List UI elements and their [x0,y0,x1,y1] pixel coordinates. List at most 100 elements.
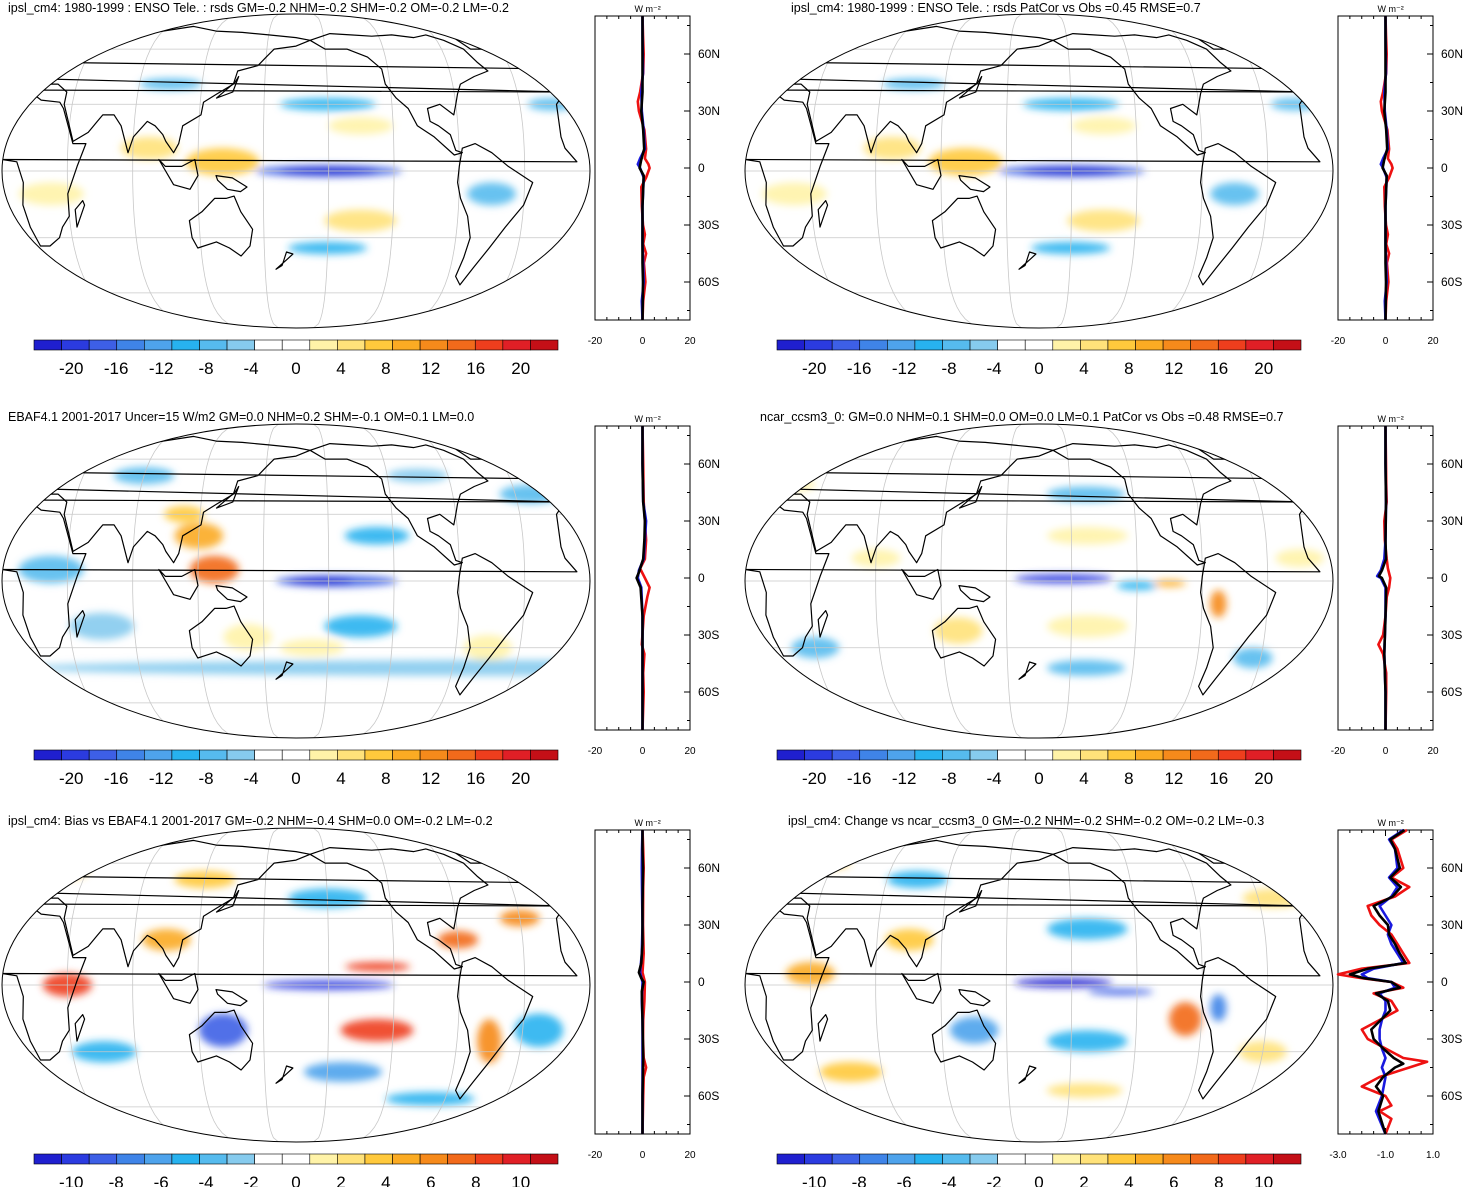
coastline [901,158,942,190]
colorbar-label: -12 [149,769,174,787]
colorbar-box [1245,749,1274,761]
profile-lat-label: 30S [698,218,719,232]
colorbar-box [226,1153,255,1165]
colorbar-label: 16 [1209,359,1228,378]
colorbar-box [804,749,833,761]
coastline [455,143,534,286]
graticule-meridian [347,14,395,328]
colorbar-label: 8 [1214,1173,1223,1187]
graticule-meridian [940,14,988,328]
graticule-meridian [132,14,210,328]
colorbar-label: -8 [199,769,214,787]
colorbar-label: -16 [847,359,872,378]
colorbar-box [997,749,1026,761]
anomaly-patch [1232,647,1273,669]
profile-lat-label: 0 [1441,975,1448,989]
colorbar-label: 12 [421,359,440,378]
coastline [455,553,534,696]
colorbar-box [144,339,173,351]
anomaly-patch [882,78,946,90]
colorbar-box [33,749,62,761]
anomaly-patch [303,1062,383,1082]
colorbar-box [144,1153,173,1165]
anomaly-patch [1210,994,1227,1022]
colorbar-box [1135,1153,1164,1165]
colorbar-label: 6 [1169,1173,1178,1187]
colorbar-box [1080,749,1109,761]
map-border [1,827,591,1143]
profile-xtick-label: 1.0 [1426,1150,1440,1161]
profile-lat-label: 60S [698,275,719,289]
colorbar-box [776,339,805,351]
profile-units: W m⁻² [635,818,661,828]
colorbar-box [364,339,393,351]
colorbar-label: -16 [847,769,872,787]
colorbar-box [502,339,531,351]
colorbar-box [33,339,62,351]
profile-lat-label: 0 [698,161,705,175]
zonal-profile: W m⁻² -20 0 20 60N 30N 0 30S 60S [1331,414,1463,757]
colorbar-box [309,1153,338,1165]
anomaly-patch [1275,549,1325,568]
profile-lat-label: 30S [1441,628,1462,642]
coastline [275,661,294,680]
panel-title: ipsl_cm4: Change vs ncar_ccsm3_0 GM=-0.2… [788,814,1265,828]
colorbar-label: 10 [1254,1173,1273,1187]
colorbar-label: -4 [986,359,1001,378]
anomaly-patch [863,136,921,160]
profile-line-black [637,830,645,1134]
colorbar-box [942,339,971,351]
colorbar-box [144,749,173,761]
graticule-meridian [1090,828,1138,1142]
coastline [817,200,829,228]
anomaly-patch [223,624,272,651]
colorbar-box [447,1153,476,1165]
colorbar-box [419,339,448,351]
colorbar-box [1107,749,1136,761]
coastline [817,1014,829,1042]
panel-0: ipsl_cm4: 1980-1999 : ENSO Tele. : rsds … [0,0,740,385]
coastline [275,1065,294,1084]
colorbar-box [392,1153,421,1165]
anomaly-patch [142,928,191,951]
colorbar-box [226,749,255,761]
anomaly-patch [340,1019,414,1042]
graticule-meridian [1090,14,1138,328]
colorbar-label: -8 [942,769,957,787]
colorbar-label: -4 [243,769,258,787]
profile-line-black [638,16,646,321]
colorbar-box [831,339,861,351]
colorbar-label: 4 [1079,359,1088,378]
coastline [158,568,199,600]
colorbar-box [309,339,338,351]
anomaly-patch [324,615,398,638]
coastline [1198,143,1277,286]
panel-figure: W m⁻² -20 0 20 60N 30N 0 30S 60S -20 -16 -12 -8 -4 0 4 8… [744,4,1463,378]
colorbar-label: -12 [892,359,917,378]
profile-lat-label: 60N [1441,457,1463,471]
colorbar-label: 16 [1209,769,1228,787]
coastline [188,195,254,257]
colorbar-box [914,749,943,761]
anomaly-patch [1087,988,1154,996]
colorbar-box [88,749,118,761]
colorbar-box [1273,339,1302,351]
coastline [275,251,294,270]
profile-units: W m⁻² [635,4,661,14]
colorbar-box [309,749,338,761]
anomaly-patch [514,1013,564,1047]
profile-lat-label: 30N [698,918,720,932]
anomaly-patch [1169,1002,1202,1037]
coastline [455,957,534,1100]
profile-xtick-label: 20 [1427,746,1439,757]
profile-xtick-label: -20 [588,746,603,757]
colorbar-label: 4 [1079,769,1088,787]
colorbar-label: -20 [802,359,827,378]
colorbar-box [1107,1153,1136,1165]
coastline [958,75,983,99]
colorbar-box [914,339,943,351]
colorbar-box [942,1153,971,1165]
colorbar-box [1162,749,1191,761]
anomaly-patch [1047,615,1129,638]
profile-lat-label: 30S [698,628,719,642]
